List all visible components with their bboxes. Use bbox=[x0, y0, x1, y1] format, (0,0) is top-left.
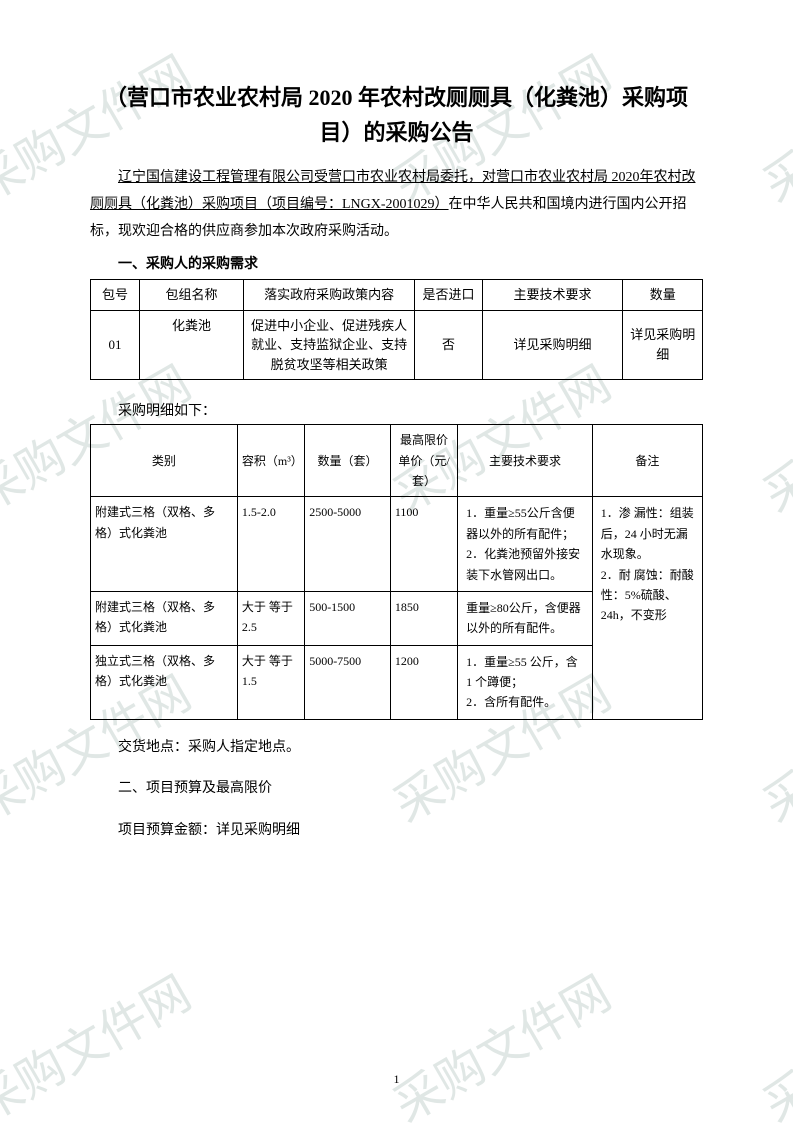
remark-cell: 1．渗 漏性：组装后，24 小时无漏水现象。 2．耐 腐蚀：耐酸性：5%硫酸、2… bbox=[592, 497, 702, 720]
tech-cell: 1．重量≥55公斤含便器以外的所有配件； 2．化粪池预留外接安装下水管网出口。 bbox=[458, 497, 593, 592]
tech-cell: 重量≥80公斤，含便器以外的所有配件。 bbox=[458, 591, 593, 645]
table-cell: 促进中小企业、促进残疾人就业、支持监狱企业、支持脱贫攻坚等相关政策 bbox=[243, 310, 414, 380]
watermark: 采购文件网 bbox=[749, 955, 793, 1135]
quantity-cell: 5000-7500 bbox=[305, 645, 391, 719]
table-header-cell: 主要技术要求 bbox=[482, 280, 623, 311]
quantity-cell: 2500-5000 bbox=[305, 497, 391, 592]
table-header-cell: 数量（套） bbox=[305, 425, 391, 497]
section-1-title: 一、采购人的采购需求 bbox=[90, 253, 703, 273]
table-cell: 详见采购明细 bbox=[482, 310, 623, 380]
table-cell: 详见采购明细 bbox=[623, 310, 703, 380]
price-cell: 1200 bbox=[390, 645, 457, 719]
price-cell: 1100 bbox=[390, 497, 457, 592]
table-header-cell: 备注 bbox=[592, 425, 702, 497]
budget-amount: 项目预算金额：详见采购明细 bbox=[90, 818, 703, 845]
section-2-title: 二、项目预算及最高限价 bbox=[90, 776, 703, 803]
watermark: 采购文件网 bbox=[749, 345, 793, 526]
table-header-cell: 数量 bbox=[623, 280, 703, 311]
volume-cell: 1.5-2.0 bbox=[237, 497, 304, 592]
table-header-cell: 包号 bbox=[91, 280, 140, 311]
page-number: 1 bbox=[394, 1072, 400, 1087]
table-header-cell: 是否进口 bbox=[415, 280, 482, 311]
category-cell: 独立式三格（双格、多格）式化粪池 bbox=[91, 645, 238, 719]
quantity-cell: 500-1500 bbox=[305, 591, 391, 645]
watermark: 采购文件网 bbox=[749, 35, 793, 216]
requirements-table: 包号包组名称落实政府采购政策内容是否进口主要技术要求数量 01化粪池促进中小企业… bbox=[90, 279, 703, 380]
table-header-cell: 最高限价单价（元/套） bbox=[390, 425, 457, 497]
watermark: 采购文件网 bbox=[0, 955, 201, 1135]
table-row: 01化粪池促进中小企业、促进残疾人就业、支持监狱企业、支持脱贫攻坚等相关政策否详… bbox=[91, 310, 703, 380]
table-header-row: 类别容积（m³）数量（套）最高限价单价（元/套）主要技术要求备注 bbox=[91, 425, 703, 497]
delivery-location: 交货地点：采购人指定地点。 bbox=[90, 735, 703, 762]
table-row: 附建式三格（双格、多格）式化粪池1.5-2.02500-500011001．重量… bbox=[91, 497, 703, 592]
volume-cell: 大于 等于 2.5 bbox=[237, 591, 304, 645]
volume-cell: 大于 等于 1.5 bbox=[237, 645, 304, 719]
table-cell: 01 bbox=[91, 310, 140, 380]
price-cell: 1850 bbox=[390, 591, 457, 645]
table-header-cell: 类别 bbox=[91, 425, 238, 497]
table-header-cell: 落实政府采购政策内容 bbox=[243, 280, 414, 311]
table-header-cell: 容积（m³） bbox=[237, 425, 304, 497]
category-cell: 附建式三格（双格、多格）式化粪池 bbox=[91, 497, 238, 592]
table-cell: 化粪池 bbox=[139, 310, 243, 380]
details-label: 采购明细如下： bbox=[90, 400, 703, 420]
watermark: 采购文件网 bbox=[749, 655, 793, 836]
details-table: 类别容积（m³）数量（套）最高限价单价（元/套）主要技术要求备注 附建式三格（双… bbox=[90, 424, 703, 720]
watermark: 采购文件网 bbox=[379, 955, 622, 1135]
page-title: （营口市农业农村局 2020 年农村改厕厕具（化粪池）采购项目）的采购公告 bbox=[90, 80, 703, 150]
table-header-row: 包号包组名称落实政府采购政策内容是否进口主要技术要求数量 bbox=[91, 280, 703, 311]
table-header-cell: 主要技术要求 bbox=[458, 425, 593, 497]
table-header-cell: 包组名称 bbox=[139, 280, 243, 311]
tech-cell: 1．重量≥55 公斤，含 1 个蹲便； 2．含所有配件。 bbox=[458, 645, 593, 719]
category-cell: 附建式三格（双格、多格）式化粪池 bbox=[91, 591, 238, 645]
table-cell: 否 bbox=[415, 310, 482, 380]
intro-paragraph: 辽宁国信建设工程管理有限公司受营口市农业农村局委托，对营口市农业农村局 2020… bbox=[90, 165, 703, 245]
